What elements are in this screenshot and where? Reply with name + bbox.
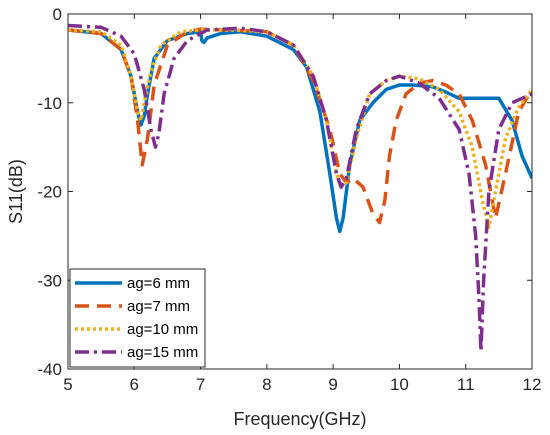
x-tick-label: 6: [130, 375, 139, 394]
series-line-4: [68, 23, 532, 353]
legend-label-2: ag=7 mm: [127, 298, 190, 315]
legend-label-1: ag=6 mm: [127, 275, 190, 292]
x-tick-label: 5: [63, 375, 72, 394]
y-tick-label: 0: [53, 5, 62, 24]
y-tick-label: -40: [37, 360, 62, 379]
x-tick-label: 9: [328, 375, 337, 394]
axes: 5 6 7 8 9 10 11 12 0 -10 -20 -30 -40: [37, 5, 541, 394]
series-layer: [68, 23, 532, 353]
legend-label-4: ag=15 mm: [127, 344, 198, 361]
x-tick-label: 12: [523, 375, 542, 394]
x-axis-title: Frequency(GHz): [233, 409, 366, 429]
y-tick-label: -20: [37, 183, 62, 202]
y-axis-title: S11(dB): [6, 159, 26, 224]
x-tick-label: 10: [390, 375, 409, 394]
y-tick-label: -30: [37, 271, 62, 290]
legend-label-3: ag=10 mm: [127, 321, 198, 338]
series-line-2: [68, 27, 532, 225]
x-tick-label: 7: [196, 375, 205, 394]
legend-box: [69, 268, 206, 368]
x-tick-label: 11: [457, 375, 475, 394]
y-tick-label: -10: [37, 94, 62, 113]
x-tick-label: 8: [262, 375, 271, 394]
legend: ag=6 mm ag=7 mm ag=10 mm ag=15 mm: [69, 268, 206, 368]
